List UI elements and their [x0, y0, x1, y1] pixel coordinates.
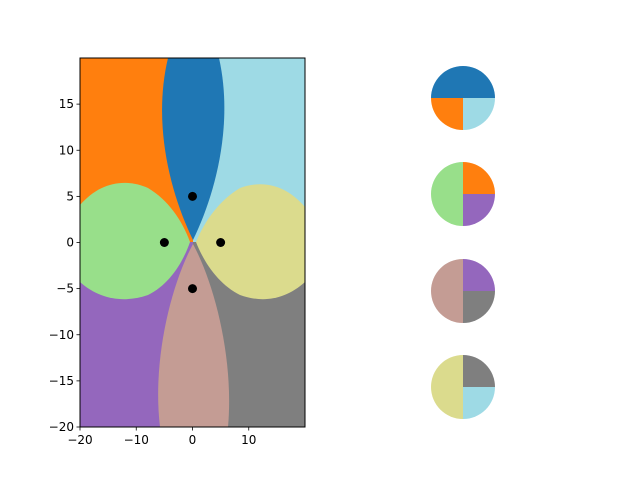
- pie-chart-1: [431, 162, 495, 226]
- point-0: [188, 191, 197, 201]
- x-axis-ticks: −20 −10 0 10: [67, 427, 256, 447]
- pie-slice-1-0: [463, 162, 495, 194]
- pie-slice-0-1: [431, 98, 463, 130]
- pie-slice-3-0: [463, 355, 495, 387]
- region-rose: [158, 244, 230, 427]
- y-tick-label: 5: [66, 189, 74, 203]
- pie-slice-1-2: [463, 194, 495, 226]
- point-2: [216, 238, 226, 247]
- pie-chart-0: [431, 66, 495, 130]
- pie-slice-0-0: [431, 66, 495, 98]
- y-tick-label: 10: [59, 143, 74, 157]
- pie-charts: [431, 66, 495, 419]
- pie-chart-3: [431, 355, 495, 419]
- region-map-plot: −20 −10 0 10 −20 −15 −10 −5 0 5 10 15: [49, 57, 306, 447]
- pie-slice-0-2: [463, 98, 495, 130]
- point-1: [159, 238, 169, 247]
- pie-slice-1-1: [431, 162, 463, 226]
- y-tick-label: −10: [49, 328, 74, 342]
- region-green: [80, 182, 190, 300]
- region-khaki: [196, 184, 305, 300]
- pie-slice-3-2: [463, 387, 495, 419]
- pie-chart-2: [431, 259, 495, 323]
- region-blue: [162, 58, 225, 240]
- y-tick-label: −15: [49, 374, 74, 388]
- y-tick-label: 0: [66, 236, 74, 250]
- pie-slice-2-0: [463, 259, 495, 291]
- x-tick-label: −10: [124, 433, 149, 447]
- region-map: [80, 58, 305, 427]
- y-tick-label: −20: [49, 420, 74, 434]
- pie-slice-3-1: [431, 355, 463, 419]
- x-tick-label: 10: [241, 433, 256, 447]
- y-tick-label: 15: [59, 97, 74, 111]
- pie-slice-2-2: [463, 291, 495, 323]
- x-tick-label: −20: [67, 433, 92, 447]
- x-tick-label: 0: [189, 433, 197, 447]
- points-layer: [159, 191, 226, 294]
- y-tick-label: −5: [56, 282, 74, 296]
- pie-slice-2-1: [431, 259, 463, 323]
- point-3: [188, 284, 197, 294]
- y-axis-ticks: −20 −15 −10 −5 0 5 10 15: [49, 97, 80, 434]
